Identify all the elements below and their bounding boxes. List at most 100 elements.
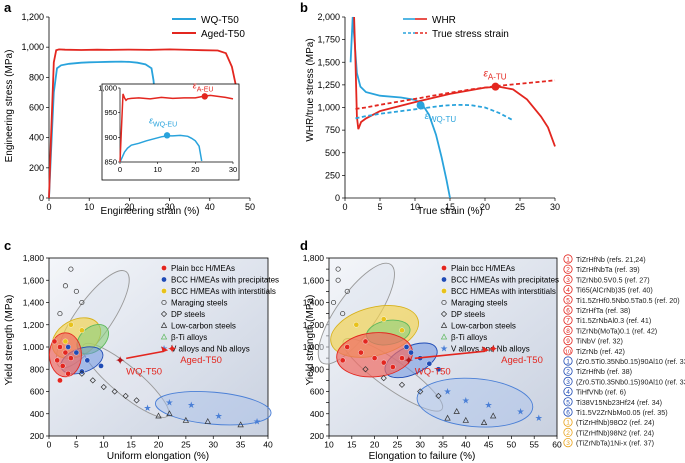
panel-d-legend-label: β-Ti alloys: [451, 333, 487, 342]
panel-d-legend-label: V alloys and Nb alloys: [451, 345, 530, 354]
legend-b-true-label: True stress strain: [432, 29, 509, 40]
panel-c-ytick-label: 1,600: [23, 275, 45, 285]
reference-badge: [563, 264, 573, 274]
panel-b-xtick-label: 25: [515, 202, 525, 212]
panel-c-wq-label: WQ-T50: [126, 366, 162, 377]
panel-c-point-dp: [78, 370, 85, 377]
panel-b-ytick-label: 1,000: [317, 103, 340, 113]
panel-a-ytick-label: 600: [29, 103, 44, 113]
panel-c-point-lowc: [166, 410, 173, 417]
panel-d-point-maraging: [331, 299, 337, 306]
panel-b-xtick-label: 10: [410, 202, 420, 212]
panel-d-point-vnb: ★: [535, 413, 543, 423]
panel-c-ytick-label: 1,000: [23, 342, 45, 352]
panel-d-point-vnb: ★: [516, 407, 524, 417]
panel-c-point-dp: [89, 377, 96, 384]
panel-c-legend-mark: [160, 321, 168, 328]
panel-d-ylabel: Yield strength (MPa): [305, 295, 316, 386]
panel-a-ylabel: Engineering stress (MPa): [4, 50, 15, 163]
panel-c-xtick-label: 5: [74, 440, 79, 450]
panel-d-point-interstitial: [380, 316, 387, 322]
reference-text: (TiZrHfNb)98N2 (ref. 24): [576, 428, 654, 437]
panel-d-ytick-label: 1,000: [303, 342, 325, 352]
panel-d-region-vnb: [416, 377, 534, 428]
panel-c-point-vnb: ★: [144, 403, 152, 413]
panel-c-point-precip: [98, 363, 104, 369]
reference-text: TiZrHfTa (ref. 38): [576, 306, 630, 315]
reference-number: 5: [566, 297, 570, 304]
reference-text: Ti1.5ZrNbAl0.3 (ref. 41): [576, 316, 651, 325]
inset-marker-wq-eu: [163, 132, 171, 139]
panel-b-ytick-label: 1,500: [317, 57, 340, 67]
reference-number: 2: [566, 369, 570, 376]
curve-aged-whr: [353, 16, 556, 147]
panel-label-a: a: [4, 0, 12, 15]
reference-text: TiNbV (ref. 32): [576, 337, 623, 346]
panel-d-xtick-label: 60: [552, 440, 562, 450]
panel-label-c: c: [4, 238, 11, 253]
panel-d-xtick-label: 15: [347, 440, 357, 450]
panel-d-wq-label: WQ-T50: [415, 366, 451, 377]
panel-d-point-plain: [339, 357, 346, 364]
panel-c-point-plain: [65, 370, 71, 377]
panel-a-ytick-label: 200: [29, 163, 44, 173]
panel-d-arrow-head: [482, 346, 490, 353]
inset-marker-a-eu: [201, 93, 208, 100]
panel-c-point-plain: [59, 363, 66, 369]
panel-d-point-lowc: [489, 412, 497, 419]
reference-number: 8: [566, 328, 570, 335]
panel-d-point-dp: [362, 366, 369, 373]
reference-number: 1: [566, 359, 570, 366]
reference-badge: [563, 274, 573, 284]
marker-a-tu: [491, 82, 500, 91]
inset-curve-aged: [119, 93, 234, 163]
panel-d-legend-label: Maraging steels: [451, 299, 507, 308]
panel-d-ytick-label: 200: [310, 431, 324, 441]
panel-c-point-plain: [68, 355, 74, 361]
panel-b-xtick-label: 30: [550, 202, 560, 212]
panel-d-aged-label: Aged-T50: [501, 355, 543, 366]
panel-d-xlabel: Elongation to failure (%): [369, 451, 476, 462]
panel-d-point-plain: [380, 359, 387, 366]
curve-wq-true: [355, 103, 514, 121]
reference-text: Ti1.5V2ZrNbMo0.05 (ref. 35): [576, 408, 668, 417]
panel-c-point-vnb: ★: [187, 400, 195, 410]
label-a-tu: εA-TU: [484, 69, 507, 82]
panel-d-legend-label: DP steels: [451, 310, 485, 319]
reference-number: 3: [566, 440, 570, 447]
panel-b-ytick-label: 0: [335, 193, 340, 203]
panel-a-xtick-label: 20: [124, 202, 134, 212]
panel-b-ytick-label: 750: [325, 125, 340, 135]
panel-c-legend-mark: [161, 265, 167, 271]
panel-d-aged-star: ✦: [488, 342, 498, 356]
panel-label-b: b: [300, 0, 308, 15]
panel-c-xtick-label: 40: [263, 440, 273, 450]
panel-c-legend-label: Plain bcc H/MEAs: [171, 264, 235, 273]
panel-c-point-precip: [65, 344, 71, 350]
panel-d-xtick-label: 25: [393, 440, 403, 450]
panel-a-ytick-label: 1,200: [21, 12, 44, 22]
panel-d-xtick-label: 35: [438, 440, 448, 450]
reference-text: TiHfVNb (ref. 6): [576, 388, 626, 397]
panel-d-legend-mark: [441, 265, 447, 271]
reference-text: TiZrNb0.5V0.5 (ref. 27): [576, 275, 650, 284]
panel-c-legend-mark: [161, 288, 167, 294]
panel-d-point-plain: [358, 349, 364, 356]
reference-text: (Zr0.5Ti0.35Nb0.15)90Al10 (ref. 33): [576, 377, 685, 386]
panel-d-legend-mark: [441, 276, 447, 283]
panel-d-ytick-label: 1,600: [303, 275, 325, 285]
panel-d-point-dp: [380, 375, 387, 382]
panel-c-xtick-label: 35: [236, 440, 246, 450]
reference-badge: [563, 335, 573, 346]
panel-c-point-maraging: [62, 283, 68, 289]
panel-c-legend-mark: [161, 299, 167, 306]
inset-ytick-label: 950: [104, 108, 117, 117]
panel-c-point-dp: [111, 388, 118, 395]
panel-c-point-maraging: [68, 266, 74, 272]
panel-a-xtick-label: 0: [46, 202, 51, 212]
panel-c-ylabel: Yield strength (MPa): [4, 295, 15, 386]
panel-c-point-vnb: ★: [165, 398, 173, 408]
panel-c-point-interstitial: [79, 327, 85, 334]
panel-c-legend-mark: [160, 310, 168, 318]
panel-c-point-plain: [51, 338, 58, 345]
